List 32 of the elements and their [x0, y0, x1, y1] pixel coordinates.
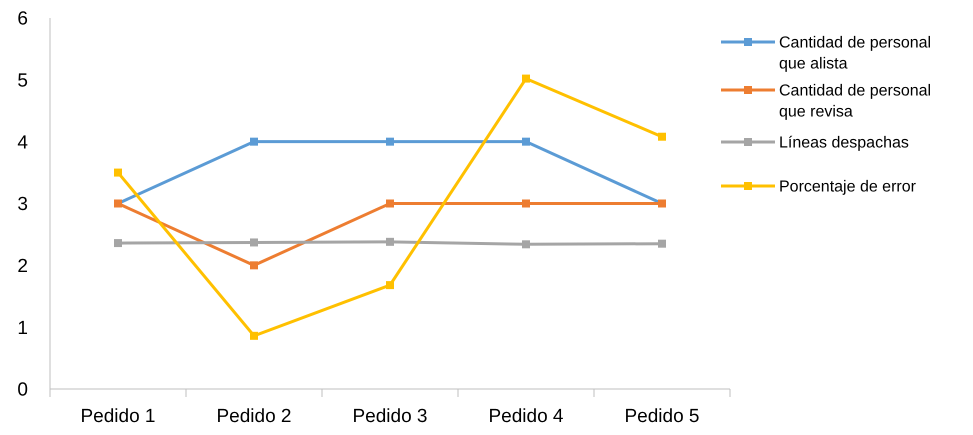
point	[386, 200, 394, 208]
point	[250, 138, 258, 146]
point	[250, 332, 258, 340]
legend-label: Cantidad de personal que alista	[779, 34, 932, 73]
x-tick-label: Pedido 4	[488, 406, 564, 427]
point	[522, 138, 530, 146]
point	[114, 168, 122, 177]
y-tick-label: 4	[17, 132, 28, 154]
point	[658, 240, 666, 248]
point	[114, 239, 122, 248]
y-tick-label: 0	[17, 380, 28, 401]
point	[250, 238, 258, 246]
point	[522, 74, 530, 83]
x-tick-label: Pedido 5	[624, 406, 700, 427]
point	[386, 281, 394, 290]
y-tick-label: 6	[17, 8, 28, 30]
y-tick-label: 2	[17, 256, 28, 277]
point	[386, 138, 394, 146]
y-tick-label: 3	[17, 194, 28, 216]
x-tick-label: Pedido 1	[80, 406, 156, 427]
point	[658, 132, 666, 141]
point	[522, 200, 530, 208]
legend-label: Líneas despachas	[779, 134, 909, 152]
x-tick-label: Pedido 3	[352, 406, 428, 427]
point	[386, 238, 394, 246]
legend-label: Porcentaje de error	[779, 178, 917, 196]
x-tick-label: Pedido 2	[216, 406, 292, 427]
y-tick-label: 5	[17, 70, 28, 92]
legend-label: Cantidad de personal que revisa	[779, 82, 932, 121]
y-tick-label: 1	[17, 318, 28, 339]
point	[522, 240, 530, 248]
point	[250, 261, 258, 270]
